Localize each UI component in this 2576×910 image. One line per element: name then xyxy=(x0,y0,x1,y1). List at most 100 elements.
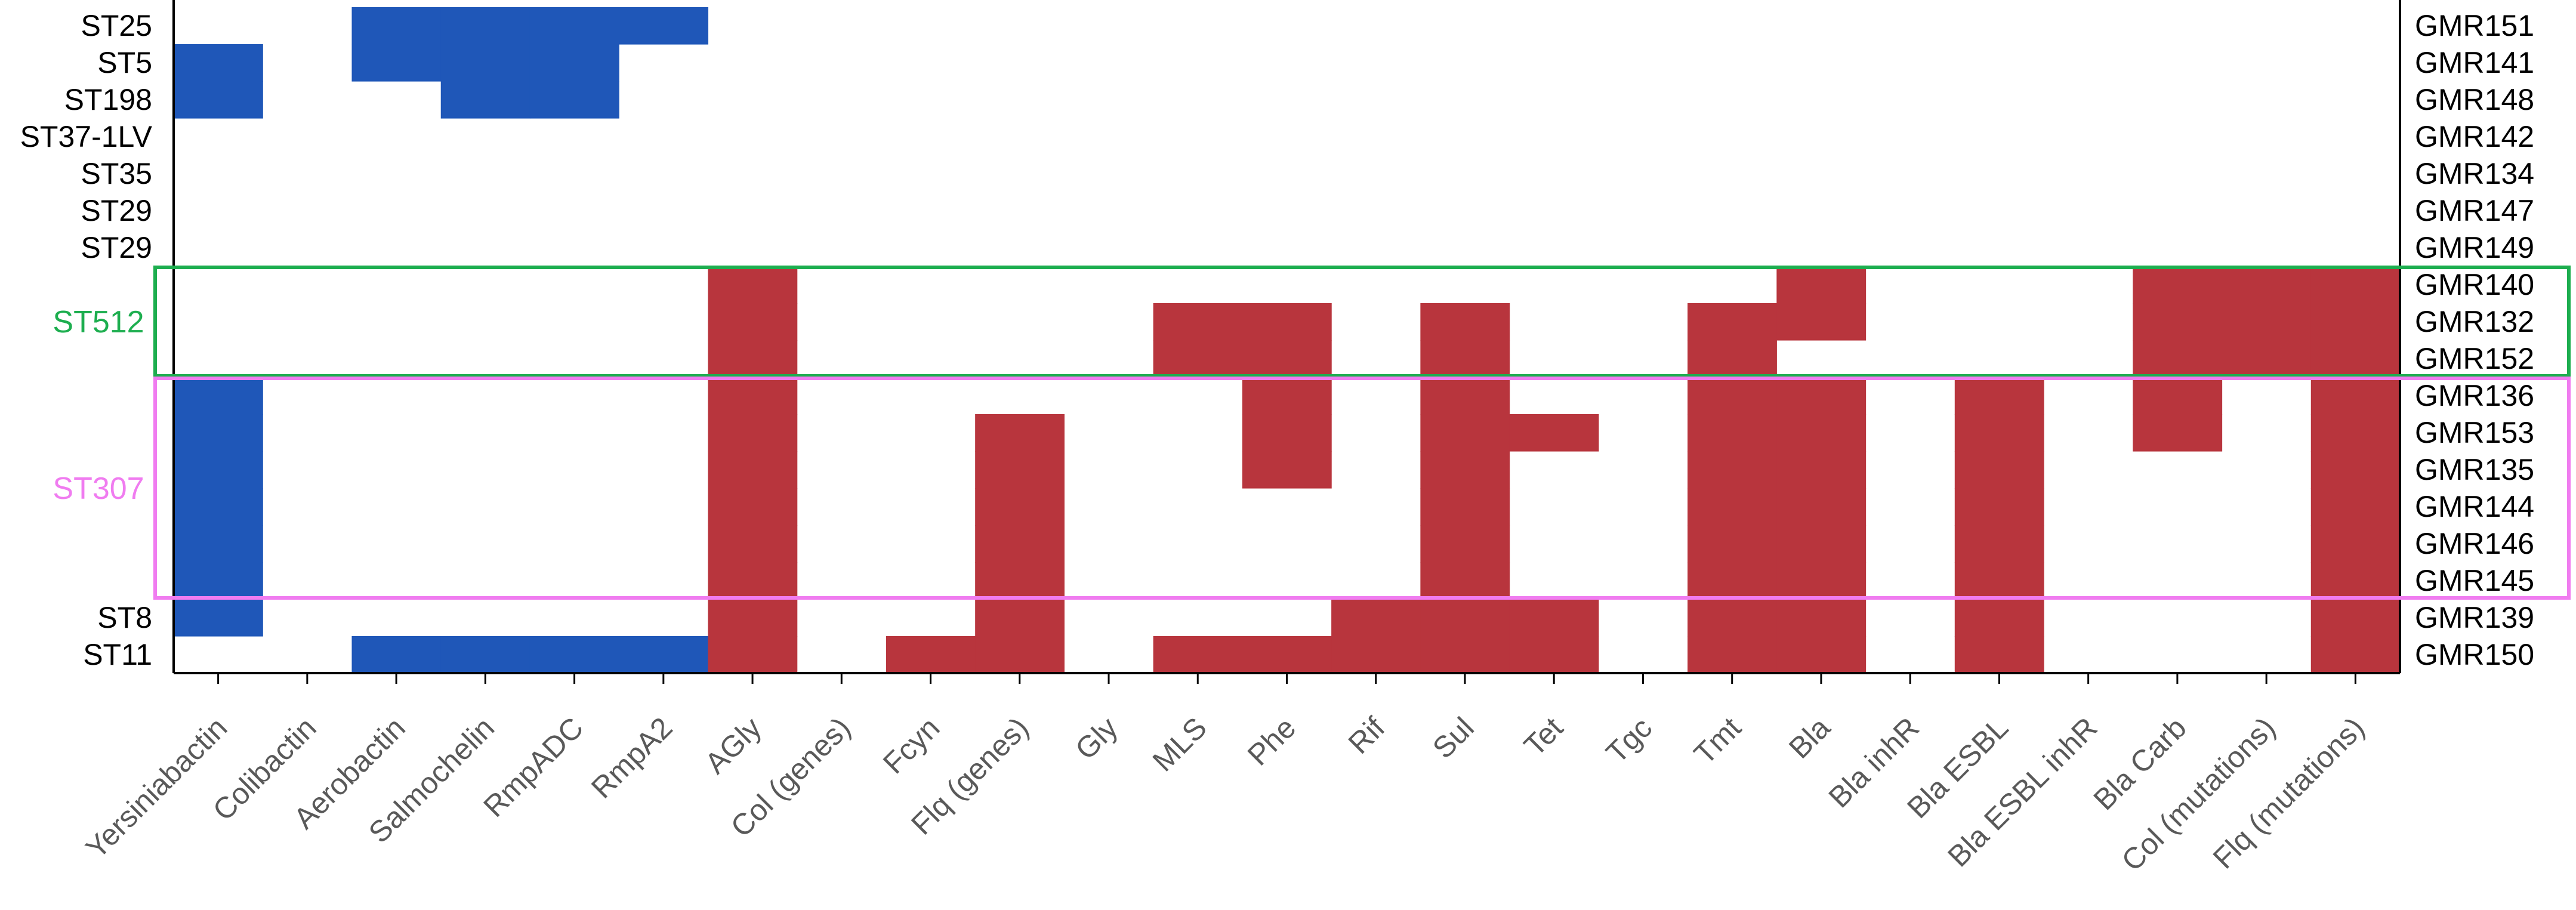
heatmap-cell-resistance xyxy=(1242,377,1332,415)
row-label-right: GMR141 xyxy=(2415,46,2534,79)
heatmap-cell-resistance xyxy=(975,636,1065,674)
column-label-tet: Tet xyxy=(1517,711,1569,763)
heatmap-cell-virulence xyxy=(529,7,619,45)
row-label-right: GMR146 xyxy=(2415,527,2534,560)
heatmap-cell-resistance xyxy=(1153,303,1243,341)
heatmap-cell-resistance xyxy=(1509,636,1599,674)
row-label-right: GMR147 xyxy=(2415,194,2534,227)
heatmap-cell-resistance xyxy=(708,599,798,637)
heatmap-cell-resistance xyxy=(1687,636,1777,674)
row-label-right: GMR140 xyxy=(2415,268,2534,301)
heatmap-cell-virulence xyxy=(351,7,442,45)
heatmap-cell-resistance xyxy=(708,303,798,341)
heatmap-cell-resistance xyxy=(2310,562,2401,600)
column-label-rmpa2: RmpA2 xyxy=(585,711,678,804)
heatmap-cell-resistance xyxy=(1420,488,1510,526)
heatmap-cell-resistance xyxy=(2310,525,2401,563)
heatmap-cell-resistance xyxy=(2133,303,2223,341)
heatmap-cell-resistance xyxy=(2310,599,2401,637)
heatmap-cell-resistance xyxy=(975,562,1065,600)
row-label-right: GMR145 xyxy=(2415,564,2534,597)
row-label-left: ST5 xyxy=(97,46,152,79)
heatmap-cell-resistance xyxy=(1687,562,1777,600)
row-label-left: ST11 xyxy=(83,638,152,671)
heatmap-cell-resistance xyxy=(886,636,976,674)
row-label-right: GMR135 xyxy=(2415,453,2534,486)
heatmap-cell-resistance xyxy=(2310,488,2401,526)
heatmap-cell-virulence xyxy=(440,44,530,82)
row-labels-right: GMR151 GMR141 GMR148 GMR142 GMR134 GMR147 GMR1… xyxy=(2415,9,2534,671)
row-label-left: ST35 xyxy=(81,157,152,190)
heatmap-cells xyxy=(174,7,2401,674)
heatmap-cell-resistance xyxy=(1776,303,1867,341)
heatmap-cell-virulence xyxy=(440,81,530,119)
heatmap-cell-resistance xyxy=(1954,488,2044,526)
heatmap-cell-resistance xyxy=(1509,414,1599,452)
heatmap-cell-virulence xyxy=(174,414,263,452)
heatmap-cell-resistance xyxy=(1331,636,1421,674)
group-label-st307: ST307 xyxy=(53,471,144,506)
heatmap-cell-resistance xyxy=(2310,414,2401,452)
heatmap-cell-resistance xyxy=(1420,414,1510,452)
heatmap-cell-resistance xyxy=(1776,377,1867,415)
heatmap-cell-resistance xyxy=(1776,525,1867,563)
heatmap-cell-resistance xyxy=(2133,266,2223,304)
heatmap-cell-resistance xyxy=(2310,451,2401,489)
heatmap-cell-resistance xyxy=(1954,599,2044,637)
heatmap-cell-virulence xyxy=(351,44,442,82)
heatmap-cell-virulence xyxy=(440,7,530,45)
heatmap-cell-resistance xyxy=(2222,303,2312,341)
heatmap-cell-resistance xyxy=(1687,414,1777,452)
heatmap-cell-resistance xyxy=(1509,599,1599,637)
heatmap-cell-resistance xyxy=(708,636,798,674)
column-label-flq-mutations: Flq (mutations) xyxy=(2207,711,2371,875)
row-label-right: GMR139 xyxy=(2415,601,2534,634)
heatmap-cell-resistance xyxy=(1420,525,1510,563)
column-label-tgc: Tgc xyxy=(1600,711,1659,770)
heatmap-cell-resistance xyxy=(1687,525,1777,563)
group-label-st512: ST512 xyxy=(53,305,144,340)
heatmap-cell-resistance xyxy=(2310,636,2401,674)
row-label-right: GMR149 xyxy=(2415,231,2534,264)
row-label-left: ST198 xyxy=(64,83,152,116)
heatmap-cell-resistance xyxy=(1420,562,1510,600)
heatmap-cell-resistance xyxy=(1776,414,1867,452)
heatmap-cell-resistance xyxy=(1954,562,2044,600)
heatmap-cell-resistance xyxy=(1242,340,1332,378)
row-label-right: GMR144 xyxy=(2415,490,2534,523)
column-label-fcyn: Fcyn xyxy=(877,711,946,780)
column-label-tmt: Tmt xyxy=(1687,711,1748,771)
heatmap-cell-resistance xyxy=(1954,377,2044,415)
heatmap-cell-resistance xyxy=(1954,525,2044,563)
row-label-left: ST37-1LV xyxy=(20,120,153,153)
row-label-left: ST29 xyxy=(81,194,152,227)
heatmap-cell-resistance xyxy=(2310,303,2401,341)
heatmap-cell-resistance xyxy=(2222,340,2312,378)
heatmap-cell-virulence xyxy=(174,451,263,489)
heatmap-cell-virulence xyxy=(174,44,263,82)
heatmap-cell-virulence xyxy=(174,488,263,526)
row-label-left: ST25 xyxy=(81,9,152,42)
row-label-right: GMR132 xyxy=(2415,305,2534,338)
heatmap-cell-virulence xyxy=(529,81,619,119)
column-label-bla: Bla xyxy=(1782,711,1837,765)
heatmap-cell-virulence xyxy=(174,377,263,415)
row-label-left: ST8 xyxy=(97,601,152,634)
heatmap-cell-resistance xyxy=(1954,636,2044,674)
row-label-right: GMR153 xyxy=(2415,416,2534,449)
heatmap-cell-resistance xyxy=(1242,303,1332,341)
heatmap-cell-resistance xyxy=(1242,414,1332,452)
heatmap-cell-resistance xyxy=(1776,599,1867,637)
column-label-yersiniabactin: Yersiniabactin xyxy=(79,711,233,865)
heatmap-cell-resistance xyxy=(1331,599,1421,637)
column-label-col-mutations: Col (mutations) xyxy=(2115,711,2282,877)
heatmap-axes xyxy=(172,0,2401,684)
heatmap-cell-resistance xyxy=(708,340,798,378)
heatmap-cell-virulence xyxy=(351,636,442,674)
group-box-st307 xyxy=(153,377,2571,600)
heatmap-cell-resistance xyxy=(1420,451,1510,489)
column-label-gly: Gly xyxy=(1069,711,1124,766)
heatmap-cell-resistance xyxy=(975,414,1065,452)
heatmap-cell-resistance xyxy=(1776,488,1867,526)
